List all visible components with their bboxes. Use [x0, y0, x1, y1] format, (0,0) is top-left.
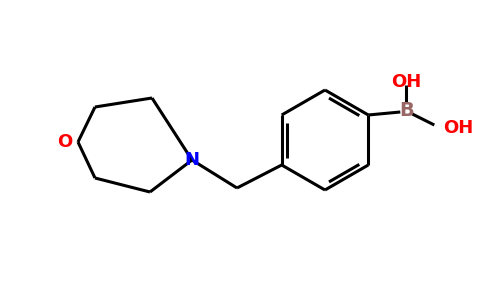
Text: OH: OH — [443, 119, 473, 137]
Text: OH: OH — [391, 73, 422, 91]
Text: N: N — [184, 151, 199, 169]
Text: B: B — [399, 100, 414, 119]
Text: O: O — [58, 133, 73, 151]
